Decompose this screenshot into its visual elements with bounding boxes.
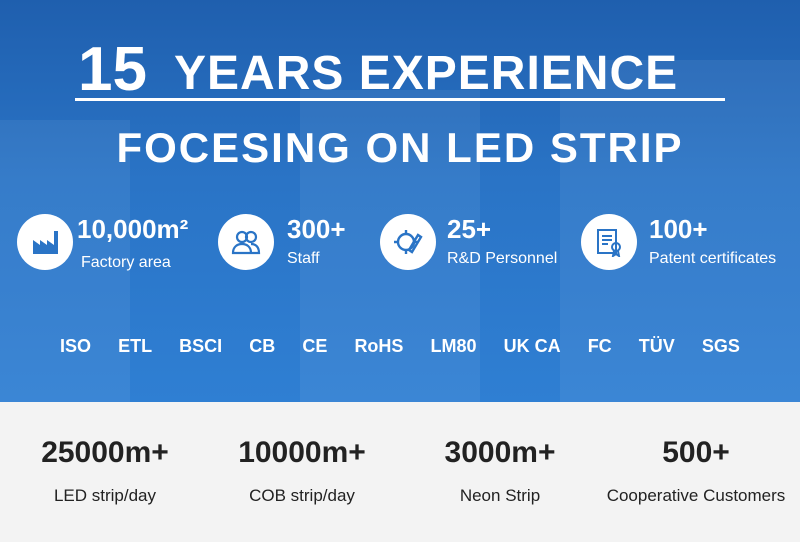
headline-text: YEARS EXPERIENCE (174, 47, 679, 100)
certification-logo: LM80 (430, 336, 477, 356)
subheadline: FOCESING ON LED STRIP (116, 124, 684, 171)
highlight-value: 25+ (447, 214, 492, 244)
highlight-value: 10,000m² (77, 214, 189, 244)
headline-number: 15 (78, 35, 147, 104)
certification-logo: FC (587, 336, 612, 356)
highlight-label: Patent certificates (649, 250, 777, 267)
capacity-value: 3000m+ (444, 436, 556, 469)
capacity-label: LED strip/day (53, 486, 157, 505)
capacity-label: Neon Strip (459, 486, 541, 505)
capacity-item: 10000m+ COB strip/day (192, 436, 412, 506)
capacity-label: Cooperative Customers (606, 486, 786, 505)
highlight-label: R&D Personnel (447, 250, 558, 267)
certification-logo: BSCI (179, 336, 223, 356)
certification-logo: CB (249, 336, 276, 356)
certification-logo: CE (302, 336, 328, 356)
capacity-value: 500+ (662, 436, 730, 469)
underline (75, 98, 725, 101)
capacity-item: 3000m+ Neon Strip (390, 436, 610, 506)
certification-logo: SGS (701, 336, 740, 356)
capacity-value: 10000m+ (238, 436, 366, 469)
rd-icon (380, 214, 436, 270)
highlight-value: 100+ (649, 214, 708, 244)
highlight-value: 300+ (287, 214, 346, 244)
certification-logo: TÜV (638, 336, 675, 356)
highlight-label: Factory area (81, 254, 171, 271)
capacity-value: 25000m+ (41, 436, 169, 469)
patent-icon (581, 214, 637, 270)
certification-logo: ETL (118, 336, 153, 356)
staff-icon (218, 214, 274, 270)
certifications: ISO ETL BSCI CB CE RoHS LM80 UK CA FC TÜV SGS (60, 336, 740, 357)
capacity-item: 25000m+ LED strip/day (0, 436, 215, 506)
certification-logo: ISO (60, 336, 92, 356)
capacity-item: 500+ Cooperative Customers (586, 436, 800, 506)
certification-logo: RoHS (354, 336, 404, 356)
factory-icon (17, 214, 73, 270)
capacity-label: COB strip/day (249, 486, 355, 505)
capacity-panel: 25000m+ LED strip/day 10000m+ COB strip/… (0, 402, 800, 542)
highlight-label: Staff (287, 250, 320, 267)
certification-logo: UK CA (503, 336, 561, 356)
hero: 15 YEARS EXPERIENCE FOCESING ON LED STRI… (0, 0, 800, 402)
